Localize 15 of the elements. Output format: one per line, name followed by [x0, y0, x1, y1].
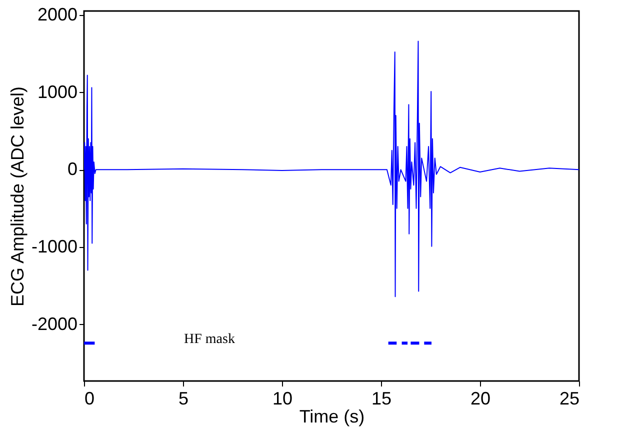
x-tick-label: 20	[470, 388, 491, 408]
x-tick-label: 25	[559, 388, 580, 408]
x-tick-label: 5	[178, 388, 189, 408]
y-tick-label: -2000	[31, 314, 78, 334]
annotation: HF mask	[184, 332, 235, 347]
x-tick-label: 10	[272, 388, 293, 408]
y-tick-label: -1000	[31, 236, 78, 257]
y-tick-label: 2000	[37, 4, 78, 24]
y-axis-title: ECG Amplitude (ADC level)	[7, 86, 28, 307]
x-axis-title: Time (s)	[299, 406, 365, 426]
x-tick-label: 0	[84, 388, 95, 408]
y-tick-label: 0	[67, 159, 78, 180]
x-tick-label: 15	[371, 388, 392, 408]
line-series	[84, 40, 579, 298]
y-tick-label: 1000	[37, 82, 78, 102]
